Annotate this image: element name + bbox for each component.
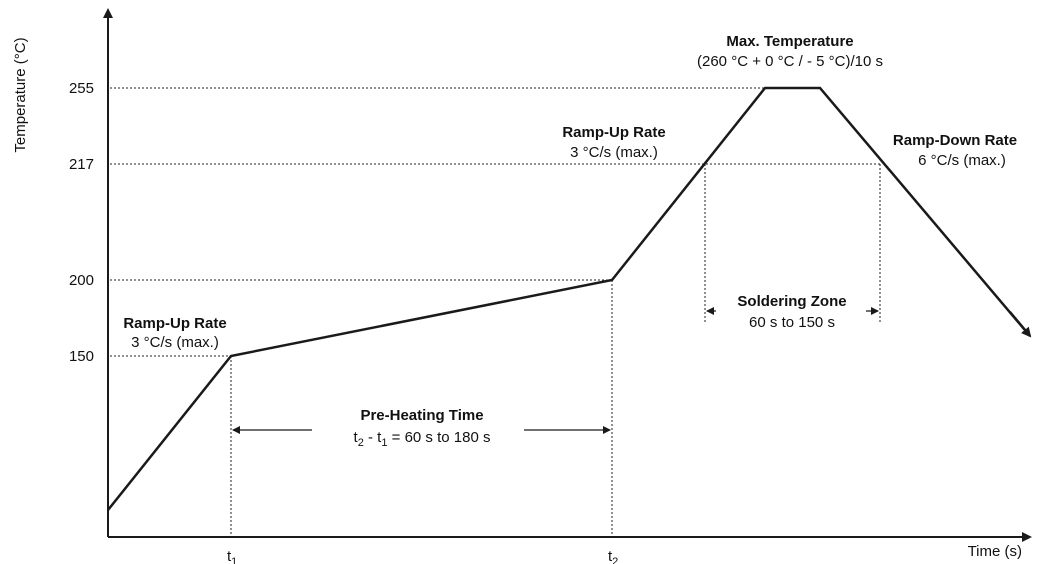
ramp-up-2-title: Ramp-Up Rate xyxy=(562,124,665,141)
y-axis-label: Temperature (°C) xyxy=(12,37,29,152)
soldering-label-bg xyxy=(716,288,866,332)
profile-arrowhead xyxy=(1009,311,1032,338)
x-tick-t2: t2 xyxy=(608,548,618,564)
x-axis-label: Time (s) xyxy=(968,543,1022,560)
preheat-formula: t2 - t1 = 60 s to 180 s xyxy=(354,429,491,449)
y-tick-255: 255 xyxy=(69,80,94,97)
preheat-title: Pre-Heating Time xyxy=(360,407,483,424)
temperature-profile-line xyxy=(107,86,1031,511)
ramp-down-value: 6 °C/s (max.) xyxy=(918,152,1006,169)
x-tick-t1: t1 xyxy=(227,548,237,564)
guide-lines xyxy=(110,87,881,535)
y-tick-200: 200 xyxy=(69,272,94,289)
ramp-up-1-title: Ramp-Up Rate xyxy=(123,315,226,332)
preheat-label-bg xyxy=(312,402,524,450)
ramp-up-2-value: 3 °C/s (max.) xyxy=(570,144,658,161)
ramp-up-1-value: 3 °C/s (max.) xyxy=(131,334,219,351)
max-temp-title: Max. Temperature xyxy=(726,33,853,50)
soldering-zone-title: Soldering Zone xyxy=(737,293,846,310)
soldering-zone-value: 60 s to 150 s xyxy=(749,314,835,331)
y-tick-150: 150 xyxy=(69,348,94,365)
ramp-down-title: Ramp-Down Rate xyxy=(893,132,1017,149)
y-tick-217: 217 xyxy=(69,156,94,173)
max-temp-value: (260 °C + 0 °C / - 5 °C)/10 s xyxy=(697,53,883,70)
